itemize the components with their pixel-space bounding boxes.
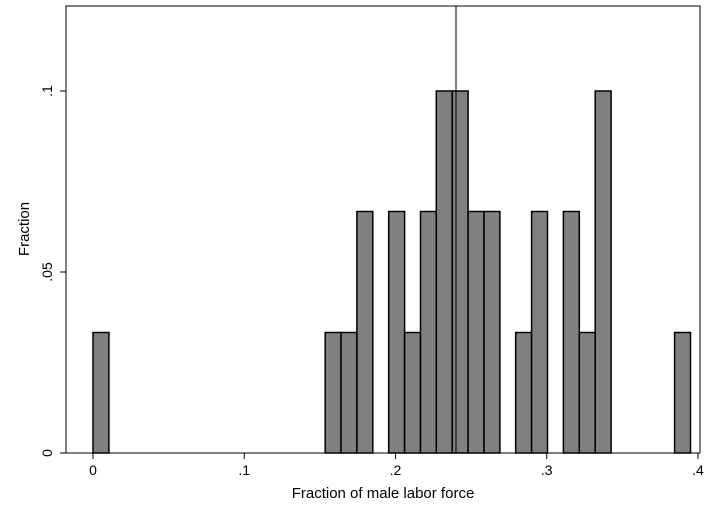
histogram-bar [403,331,422,454]
histogram-bar [435,90,453,454]
histogram-bar [562,210,581,454]
histogram-bar [387,210,406,454]
x-tick-label: .2 [390,462,402,478]
histogram-bar [594,90,612,454]
plot-frame [65,5,701,454]
histogram-bar [340,331,358,454]
y-tick-label: .05 [39,262,55,282]
x-tick-label: .3 [541,462,553,478]
x-tick-label: .1 [238,462,250,478]
histogram-bar [419,210,438,454]
histogram-bar [451,90,469,454]
y-tick-label: 0 [39,449,55,457]
histogram-bar [530,210,549,454]
histogram-bar [467,210,485,454]
y-tick-label: .1 [39,85,55,97]
y-axis-title: Fraction [16,202,33,256]
histogram-bar [673,331,692,454]
histogram-bar [578,331,596,454]
histogram-bar [356,210,374,454]
histogram-bar [514,331,533,454]
x-axis-title: Fraction of male labor force [292,485,475,502]
x-tick-label: 0 [89,462,97,478]
x-tick-label: .4 [692,462,704,478]
bars-group [92,90,692,454]
x-axis-ticks: 0 .1 .2 .3 .4 [89,453,704,478]
histogram-bar [324,331,342,454]
y-axis-ticks: 0 .05 .1 [39,85,66,457]
histogram-bar [92,331,110,454]
histogram-bar [483,210,501,454]
